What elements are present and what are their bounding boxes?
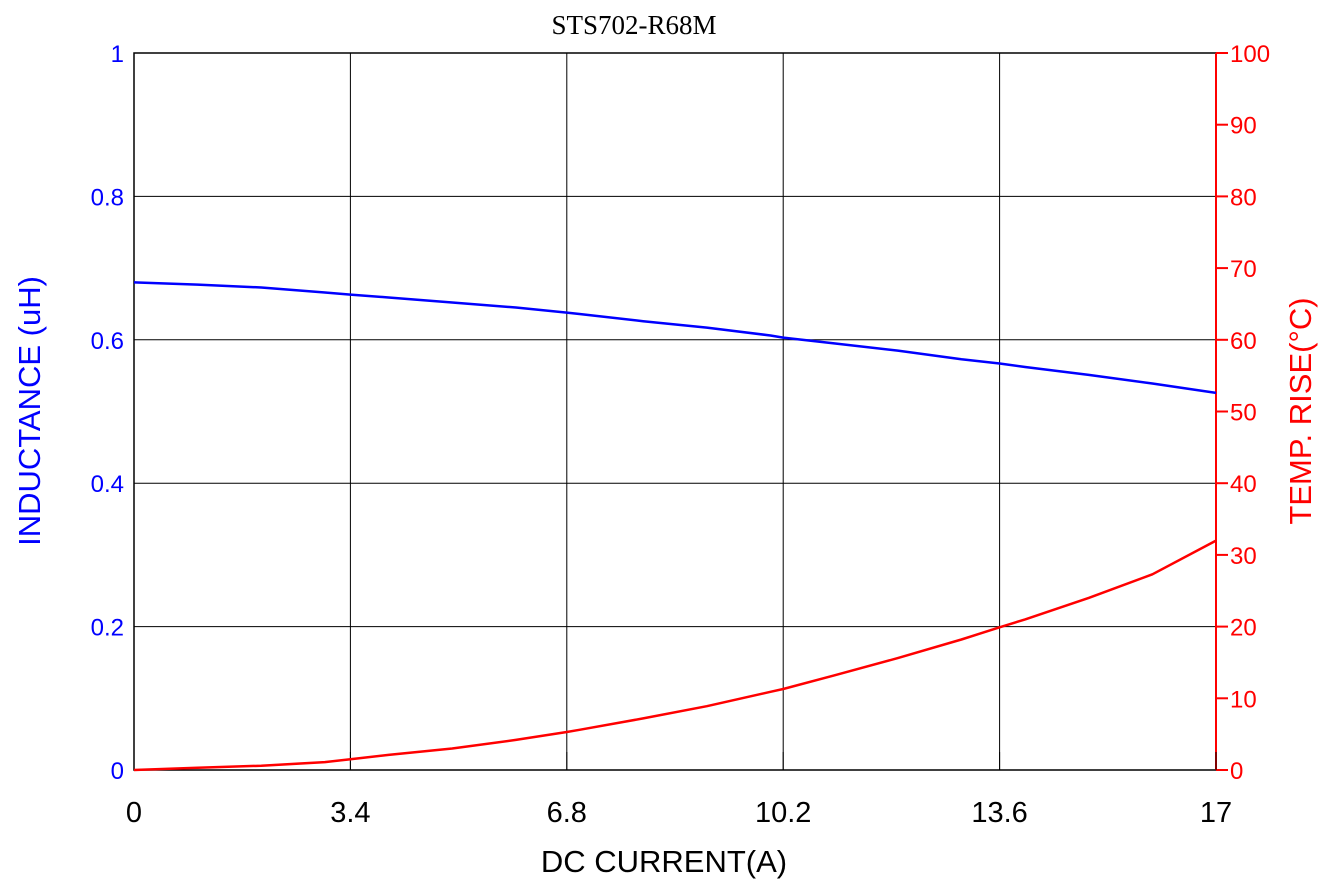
y-right-tick-label: 20 xyxy=(1230,615,1257,642)
y-right-tick-label: 40 xyxy=(1230,471,1257,498)
x-tick-label: 17 xyxy=(1200,797,1232,829)
y-left-tick-label: 0 xyxy=(111,758,124,785)
chart-title: STS702-R68M xyxy=(551,10,716,40)
y-right-tick-label: 90 xyxy=(1230,113,1257,140)
y-right-tick-label: 30 xyxy=(1230,543,1257,570)
grid xyxy=(134,53,1216,770)
y-right-tick-label: 100 xyxy=(1230,41,1270,68)
x-tick-label: 10.2 xyxy=(755,797,811,829)
x-tick-label: 13.6 xyxy=(971,797,1027,829)
x-tick-label: 6.8 xyxy=(547,797,587,829)
y-axis-left-title: INDUCTANCE (uH) xyxy=(12,276,47,546)
y-right-tick-label: 70 xyxy=(1230,256,1257,283)
y-right-tick-label: 50 xyxy=(1230,400,1257,427)
inductance-curve xyxy=(133,281,1217,395)
y-right-tick-label: 80 xyxy=(1230,184,1257,211)
x-tick-label: 0 xyxy=(126,797,142,829)
y-right-tick-label: 60 xyxy=(1230,328,1257,355)
x-axis-ticks: 0 3.4 6.8 10.2 13.6 17 xyxy=(126,752,1232,829)
y-left-tick-label: 0.6 xyxy=(91,328,124,355)
right-axis-ticks: 0 10 20 30 40 50 60 70 80 90 100 xyxy=(1216,41,1270,785)
temp-rise-curve xyxy=(133,539,1217,772)
y-left-tick-label: 0.4 xyxy=(91,471,124,498)
left-axis-ticks: 0 0.2 0.4 0.6 0.8 1 xyxy=(91,41,124,785)
plot-frame xyxy=(133,52,1217,771)
y-left-tick-label: 0.8 xyxy=(91,184,124,211)
y-left-tick-label: 0.2 xyxy=(91,615,124,642)
series-layer xyxy=(133,281,1217,772)
y-right-tick-label: 0 xyxy=(1230,758,1243,785)
x-axis-title: DC CURRENT(A) xyxy=(541,844,787,879)
y-right-tick-label: 10 xyxy=(1230,686,1257,713)
y-axis-right-title: TEMP. RISE(°C) xyxy=(1283,297,1318,524)
x-tick-label: 3.4 xyxy=(330,797,370,829)
y-left-tick-label: 1 xyxy=(111,41,124,68)
